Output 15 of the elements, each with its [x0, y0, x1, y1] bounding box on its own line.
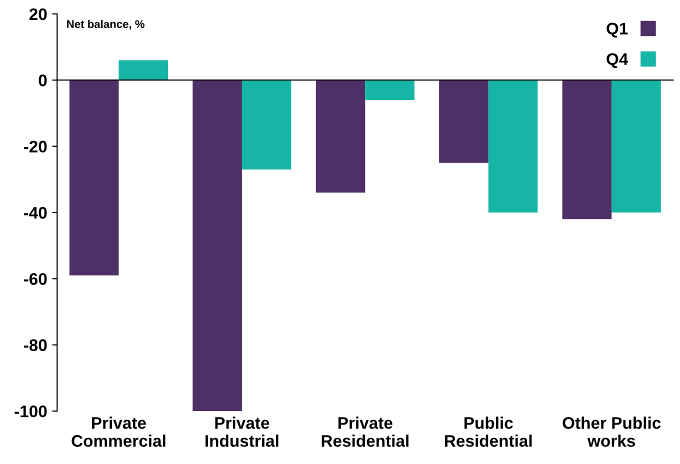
y-tick-label: -100: [14, 406, 47, 418]
y-tick-label: 20: [29, 8, 47, 20]
y-tick-label: -80: [24, 339, 47, 352]
y-axis-title: Net balance, %: [67, 20, 144, 30]
x-tick-label: Private Residential: [322, 416, 408, 447]
x-tick-label: Private Industrial: [206, 416, 278, 447]
x-tick-label: Private Commercial: [72, 416, 166, 447]
y-tick-label: -20: [24, 140, 47, 153]
y-tick-label: -40: [24, 206, 47, 219]
x-tick-label: Public Residential: [445, 416, 532, 447]
legend-label: Q4: [606, 53, 628, 68]
y-tick-label: -60: [24, 273, 47, 285]
legend-label: Q1: [606, 22, 628, 38]
x-tick-label: Other Public works: [562, 416, 661, 447]
y-tick-label: 0: [38, 74, 47, 86]
